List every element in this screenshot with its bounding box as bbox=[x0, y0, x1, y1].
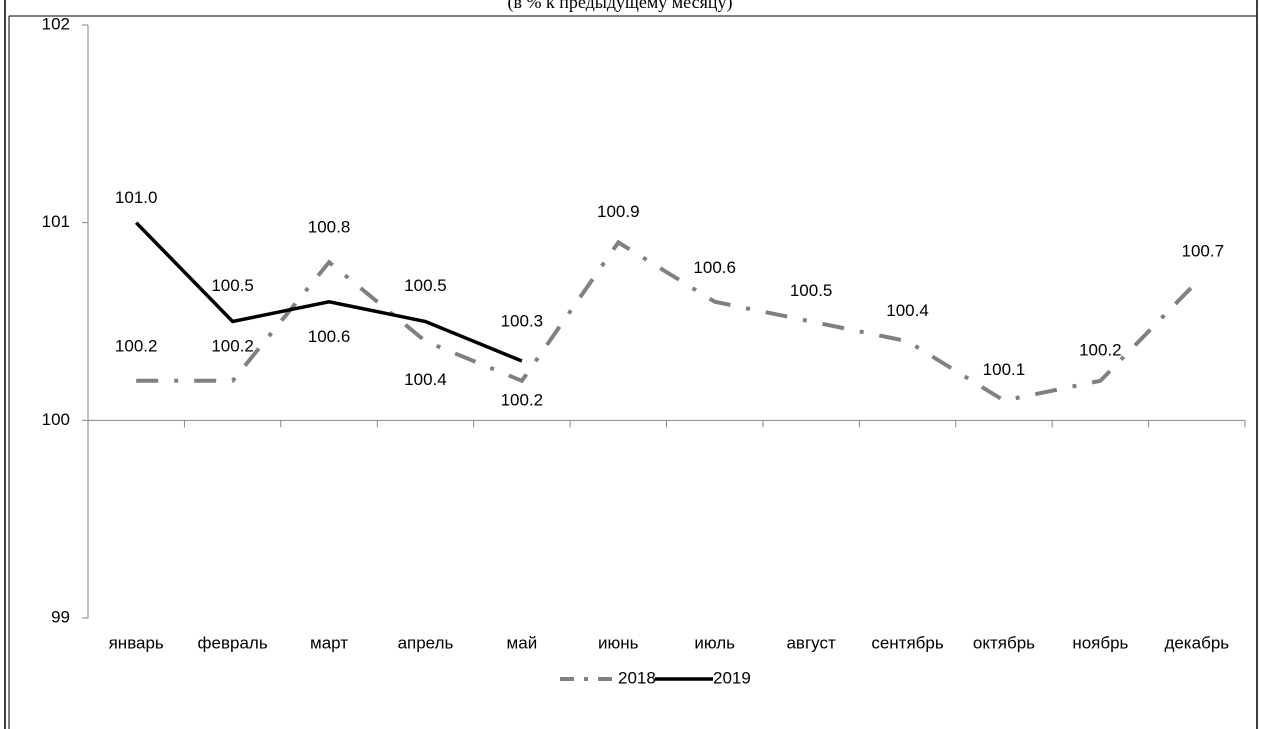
chart-subtitle: (в % к предыдущему месяцу) bbox=[508, 0, 733, 13]
y-tick-label: 99 bbox=[51, 607, 70, 626]
x-tick-label: март bbox=[310, 633, 348, 652]
data-label: 100.5 bbox=[404, 276, 447, 295]
x-tick-label: декабрь bbox=[1164, 633, 1229, 652]
x-tick-label: июнь bbox=[598, 633, 639, 652]
data-label: 100.6 bbox=[308, 327, 351, 346]
data-label: 100.1 bbox=[983, 360, 1026, 379]
y-tick-label: 102 bbox=[42, 14, 70, 33]
data-label: 100.5 bbox=[211, 276, 254, 295]
data-label: 100.7 bbox=[1182, 241, 1225, 260]
x-tick-label: октябрь bbox=[973, 633, 1035, 652]
y-tick-label: 100 bbox=[42, 410, 70, 429]
x-tick-label: сентябрь bbox=[871, 633, 944, 652]
x-tick-label: январь bbox=[109, 633, 164, 652]
data-label: 100.6 bbox=[693, 258, 736, 277]
y-tick-label: 101 bbox=[42, 212, 70, 231]
x-tick-label: август bbox=[786, 633, 835, 652]
data-label: 100.8 bbox=[308, 218, 351, 237]
x-tick-label: июль bbox=[694, 633, 735, 652]
data-label: 100.2 bbox=[115, 336, 158, 355]
data-label: 100.2 bbox=[1079, 340, 1122, 359]
x-tick-label: апрель bbox=[398, 633, 454, 652]
data-label: 100.9 bbox=[597, 202, 640, 221]
data-label: 101.0 bbox=[115, 188, 158, 207]
data-label: 100.4 bbox=[886, 301, 929, 320]
x-tick-label: май bbox=[507, 633, 538, 652]
data-label: 100.3 bbox=[501, 312, 544, 331]
legend-label: 2018 bbox=[618, 668, 656, 687]
data-label: 100.2 bbox=[501, 390, 544, 409]
x-tick-label: февраль bbox=[198, 633, 268, 652]
series-line bbox=[134, 221, 523, 363]
x-tick-label: ноябрь bbox=[1072, 633, 1128, 652]
legend-label: 2019 bbox=[713, 668, 751, 687]
data-label: 100.5 bbox=[790, 281, 833, 300]
data-label: 100.2 bbox=[211, 336, 254, 355]
data-label: 100.4 bbox=[404, 370, 447, 389]
series-line bbox=[136, 239, 1199, 403]
